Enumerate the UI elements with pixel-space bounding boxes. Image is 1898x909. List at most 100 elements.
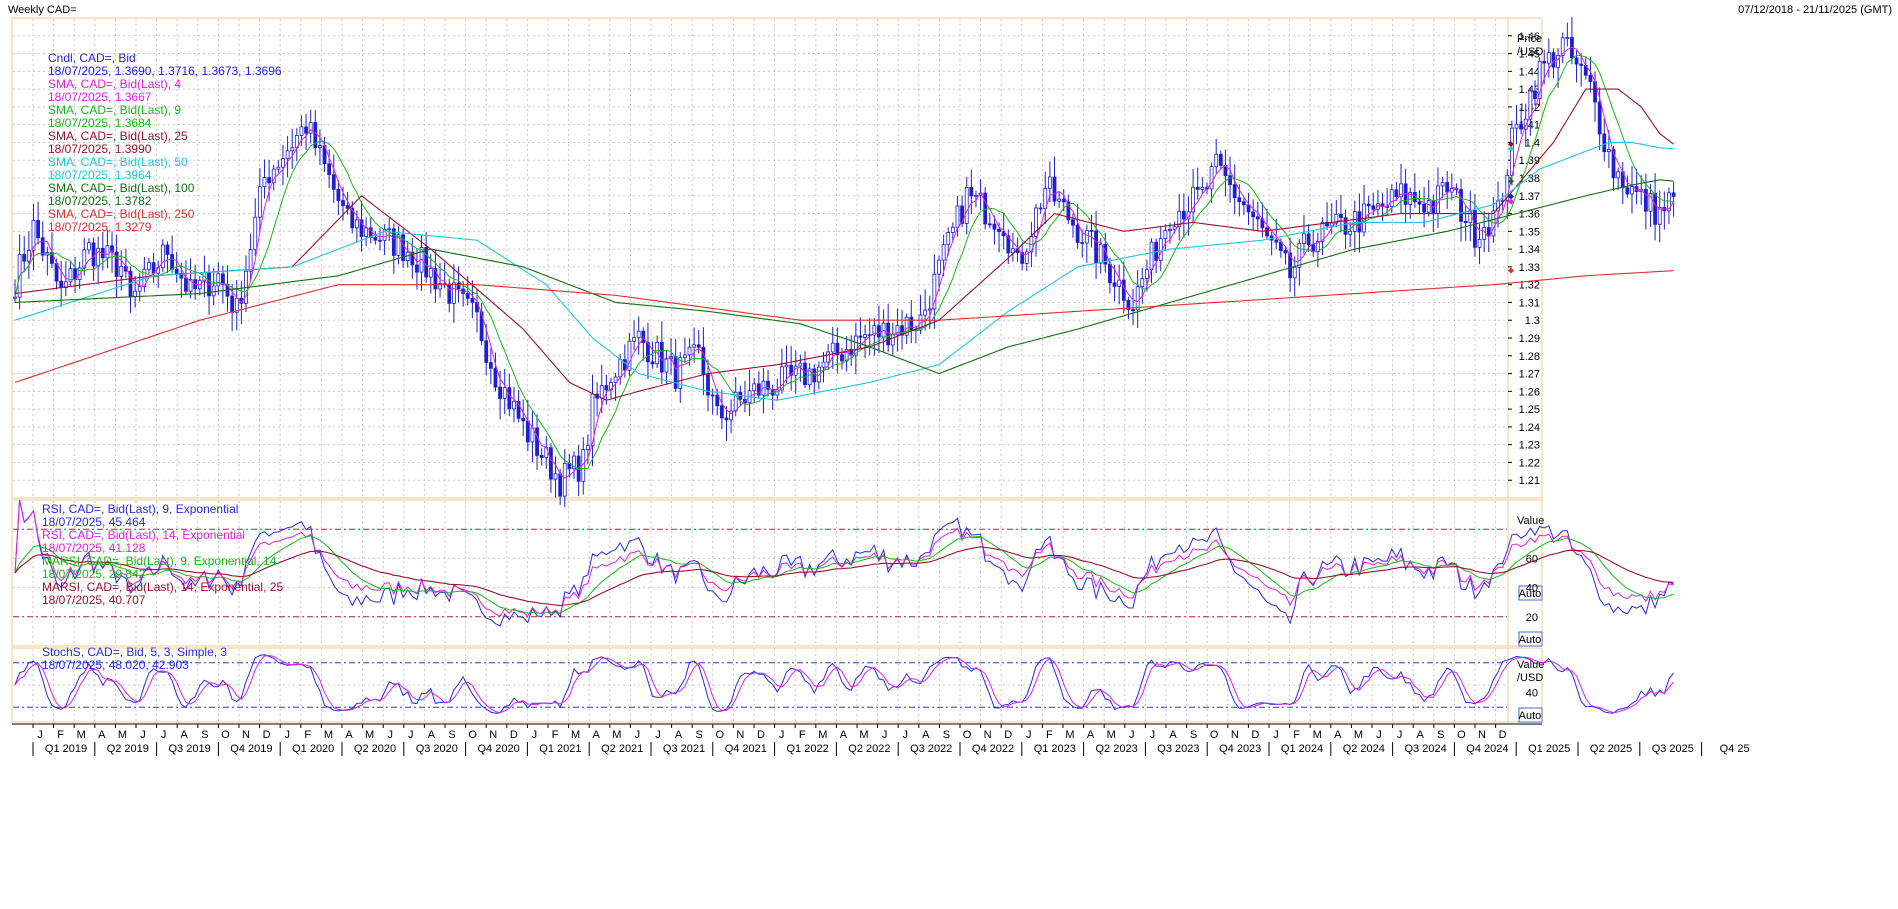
candle-body [1334, 213, 1339, 224]
candle-body [664, 358, 669, 373]
month-label: O [1457, 729, 1466, 741]
candle-body [955, 205, 960, 228]
candle-body [793, 365, 798, 376]
candle-body [1075, 224, 1080, 243]
price-marker [1508, 198, 1514, 205]
month-label: S [943, 729, 950, 741]
candle-body [1426, 200, 1431, 213]
quarter-label: Q1 2024 [1281, 743, 1323, 755]
quarter-label: Q1 2021 [539, 743, 581, 755]
candle-body [636, 330, 641, 338]
candle-body [1542, 60, 1547, 64]
candle-body [627, 340, 632, 371]
month-label: O [468, 729, 477, 741]
candle-body [1449, 188, 1454, 193]
month-label: M [1313, 729, 1322, 741]
candle-body [1057, 198, 1062, 202]
month-label: J [635, 729, 641, 741]
month-label: A [428, 729, 436, 741]
candle-body [488, 362, 493, 369]
candle-body [267, 177, 272, 184]
candle-body [1089, 229, 1094, 232]
stoch-tick-label: 40 [1526, 687, 1538, 699]
price-tick-label: 1.31 [1519, 297, 1540, 309]
month-label: A [1417, 729, 1425, 741]
quarter-label: Q3 2021 [663, 743, 705, 755]
candle-body [1218, 153, 1223, 166]
candle-body [1533, 90, 1537, 100]
candle-body [281, 158, 285, 168]
quarter-label: Q2 2025 [1590, 743, 1632, 755]
candle-body [780, 366, 784, 391]
candle-body [1560, 37, 1565, 56]
candle-body [179, 272, 184, 279]
month-label: M [1354, 729, 1363, 741]
candle-body [160, 244, 165, 269]
candle-body [756, 383, 761, 396]
candle-body [803, 362, 807, 386]
price-legend-label: SMA, CAD=, Bid(Last), 9 [48, 103, 181, 117]
month-label: D [1251, 729, 1259, 741]
candle-body [1556, 54, 1560, 68]
candle-body [1246, 204, 1251, 213]
candle-body [1052, 176, 1057, 202]
candle-body [1607, 149, 1611, 153]
candle-body [807, 368, 812, 386]
price-tick-label: 1.34 [1519, 244, 1540, 256]
candle-body [1528, 90, 1533, 120]
price-legend-label: SMA, CAD=, Bid(Last), 50 [48, 155, 188, 169]
candle-body [327, 163, 332, 176]
month-label: M [77, 729, 86, 741]
candle-body [341, 200, 345, 206]
candle-body [687, 346, 692, 356]
rsi-legend-value: 18/07/2025, 29.842 [42, 567, 146, 581]
candle-body [63, 281, 68, 289]
candle-body [1200, 186, 1205, 190]
price-legend-label: SMA, CAD=, Bid(Last), 25 [48, 129, 188, 143]
candle-body [1616, 171, 1621, 179]
month-label: A [1334, 729, 1342, 741]
quarter-label: Q3 2024 [1404, 743, 1446, 755]
stoch-d-line [14, 654, 1674, 714]
candle-body [937, 259, 941, 275]
month-label: F [304, 729, 311, 741]
candle-body [119, 266, 124, 277]
candle-body [585, 445, 590, 451]
sma-9-line [14, 54, 1674, 470]
candle-body [1228, 175, 1232, 185]
candle-body [36, 220, 40, 239]
quarter-label: Q2 2024 [1343, 743, 1385, 755]
candle-body [465, 293, 470, 299]
month-label: J [532, 729, 538, 741]
candle-body [345, 205, 350, 209]
candle-body [1630, 186, 1634, 195]
month-label: N [242, 729, 250, 741]
price-legend-label: SMA, CAD=, Bid(Last), 4 [48, 77, 181, 91]
candle-body [1149, 241, 1154, 271]
month-label: O [1210, 729, 1219, 741]
candle-body [724, 417, 729, 421]
candle-body [31, 220, 36, 251]
month-label: O [221, 729, 230, 741]
candle-body [840, 354, 844, 362]
price-legend-value: 18/07/2025, 1.3990 [48, 142, 152, 156]
month-label: M [571, 729, 580, 741]
marsi-9-line [14, 535, 1674, 615]
candle-body [890, 334, 895, 346]
candle-body [257, 186, 262, 218]
month-label: A [593, 729, 601, 741]
price-tick-label: 1.44 [1519, 66, 1540, 78]
candle-body [318, 145, 322, 149]
candle-body [1348, 231, 1353, 235]
month-label: O [963, 729, 972, 741]
candle-body [1191, 186, 1195, 213]
quarter-label: Q1 2020 [292, 743, 334, 755]
month-label: F [57, 729, 64, 741]
candle-body [1422, 203, 1426, 213]
candle-body [59, 280, 64, 289]
candle-body [821, 361, 826, 368]
sma-250-line [14, 270, 1674, 383]
candle-body [350, 207, 355, 229]
